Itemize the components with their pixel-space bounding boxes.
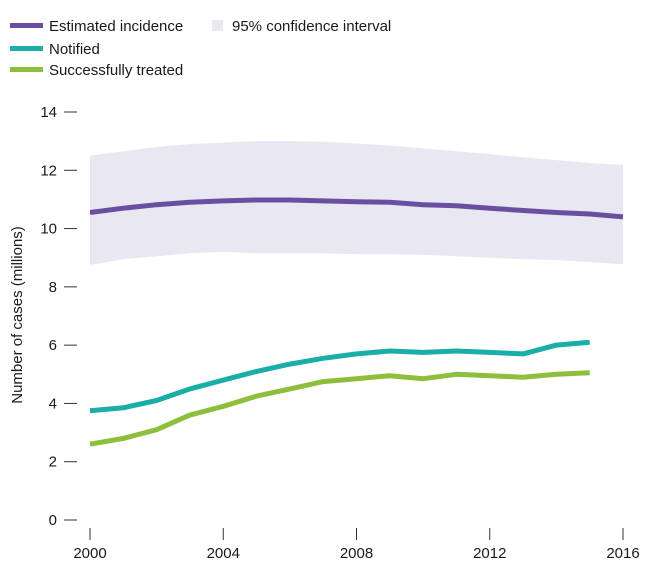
x-axis: 2000 2004 2008 2012 2016	[73, 528, 639, 561]
x-tick-label: 2012	[473, 545, 506, 561]
chart-legend: Estimated incidence 95% confidence inter…	[10, 18, 391, 79]
y-tick-label: 10	[40, 221, 57, 238]
y-axis-title: Number of cases (millions)	[9, 226, 26, 404]
y-tick-label: 14	[40, 104, 57, 121]
y-tick-label: 0	[49, 512, 57, 529]
y-axis: 0 2 4 6 8 10 12 14	[40, 104, 77, 529]
legend-item-estimated-incidence: Estimated incidence	[10, 18, 183, 35]
legend-label-notified: Notified	[49, 41, 100, 58]
legend-item-confidence-interval: 95% confidence interval	[212, 18, 391, 35]
legend-swatch-notified	[10, 46, 43, 51]
legend-swatch-estimated-incidence	[10, 23, 43, 28]
legend-swatch-successfully-treated	[10, 67, 43, 72]
y-tick-label: 6	[49, 337, 57, 354]
legend-label-successfully-treated: Successfully treated	[49, 62, 183, 79]
y-tick-label: 4	[49, 395, 57, 412]
y-tick-label: 12	[40, 162, 57, 179]
x-tick-label: 2004	[207, 545, 240, 561]
y-tick-label: 8	[49, 279, 57, 296]
legend-item-notified: Notified	[10, 41, 100, 58]
legend-label-confidence-interval: 95% confidence interval	[232, 18, 391, 35]
x-tick-label: 2008	[340, 545, 373, 561]
legend-label-estimated-incidence: Estimated incidence	[49, 18, 183, 35]
legend-swatch-confidence-interval	[212, 20, 223, 31]
x-tick-label: 2000	[73, 545, 106, 561]
legend-item-successfully-treated: Successfully treated	[10, 62, 183, 79]
y-tick-label: 2	[49, 454, 57, 471]
x-tick-label: 2016	[606, 545, 639, 561]
series-line-successfully-treated	[90, 373, 590, 444]
